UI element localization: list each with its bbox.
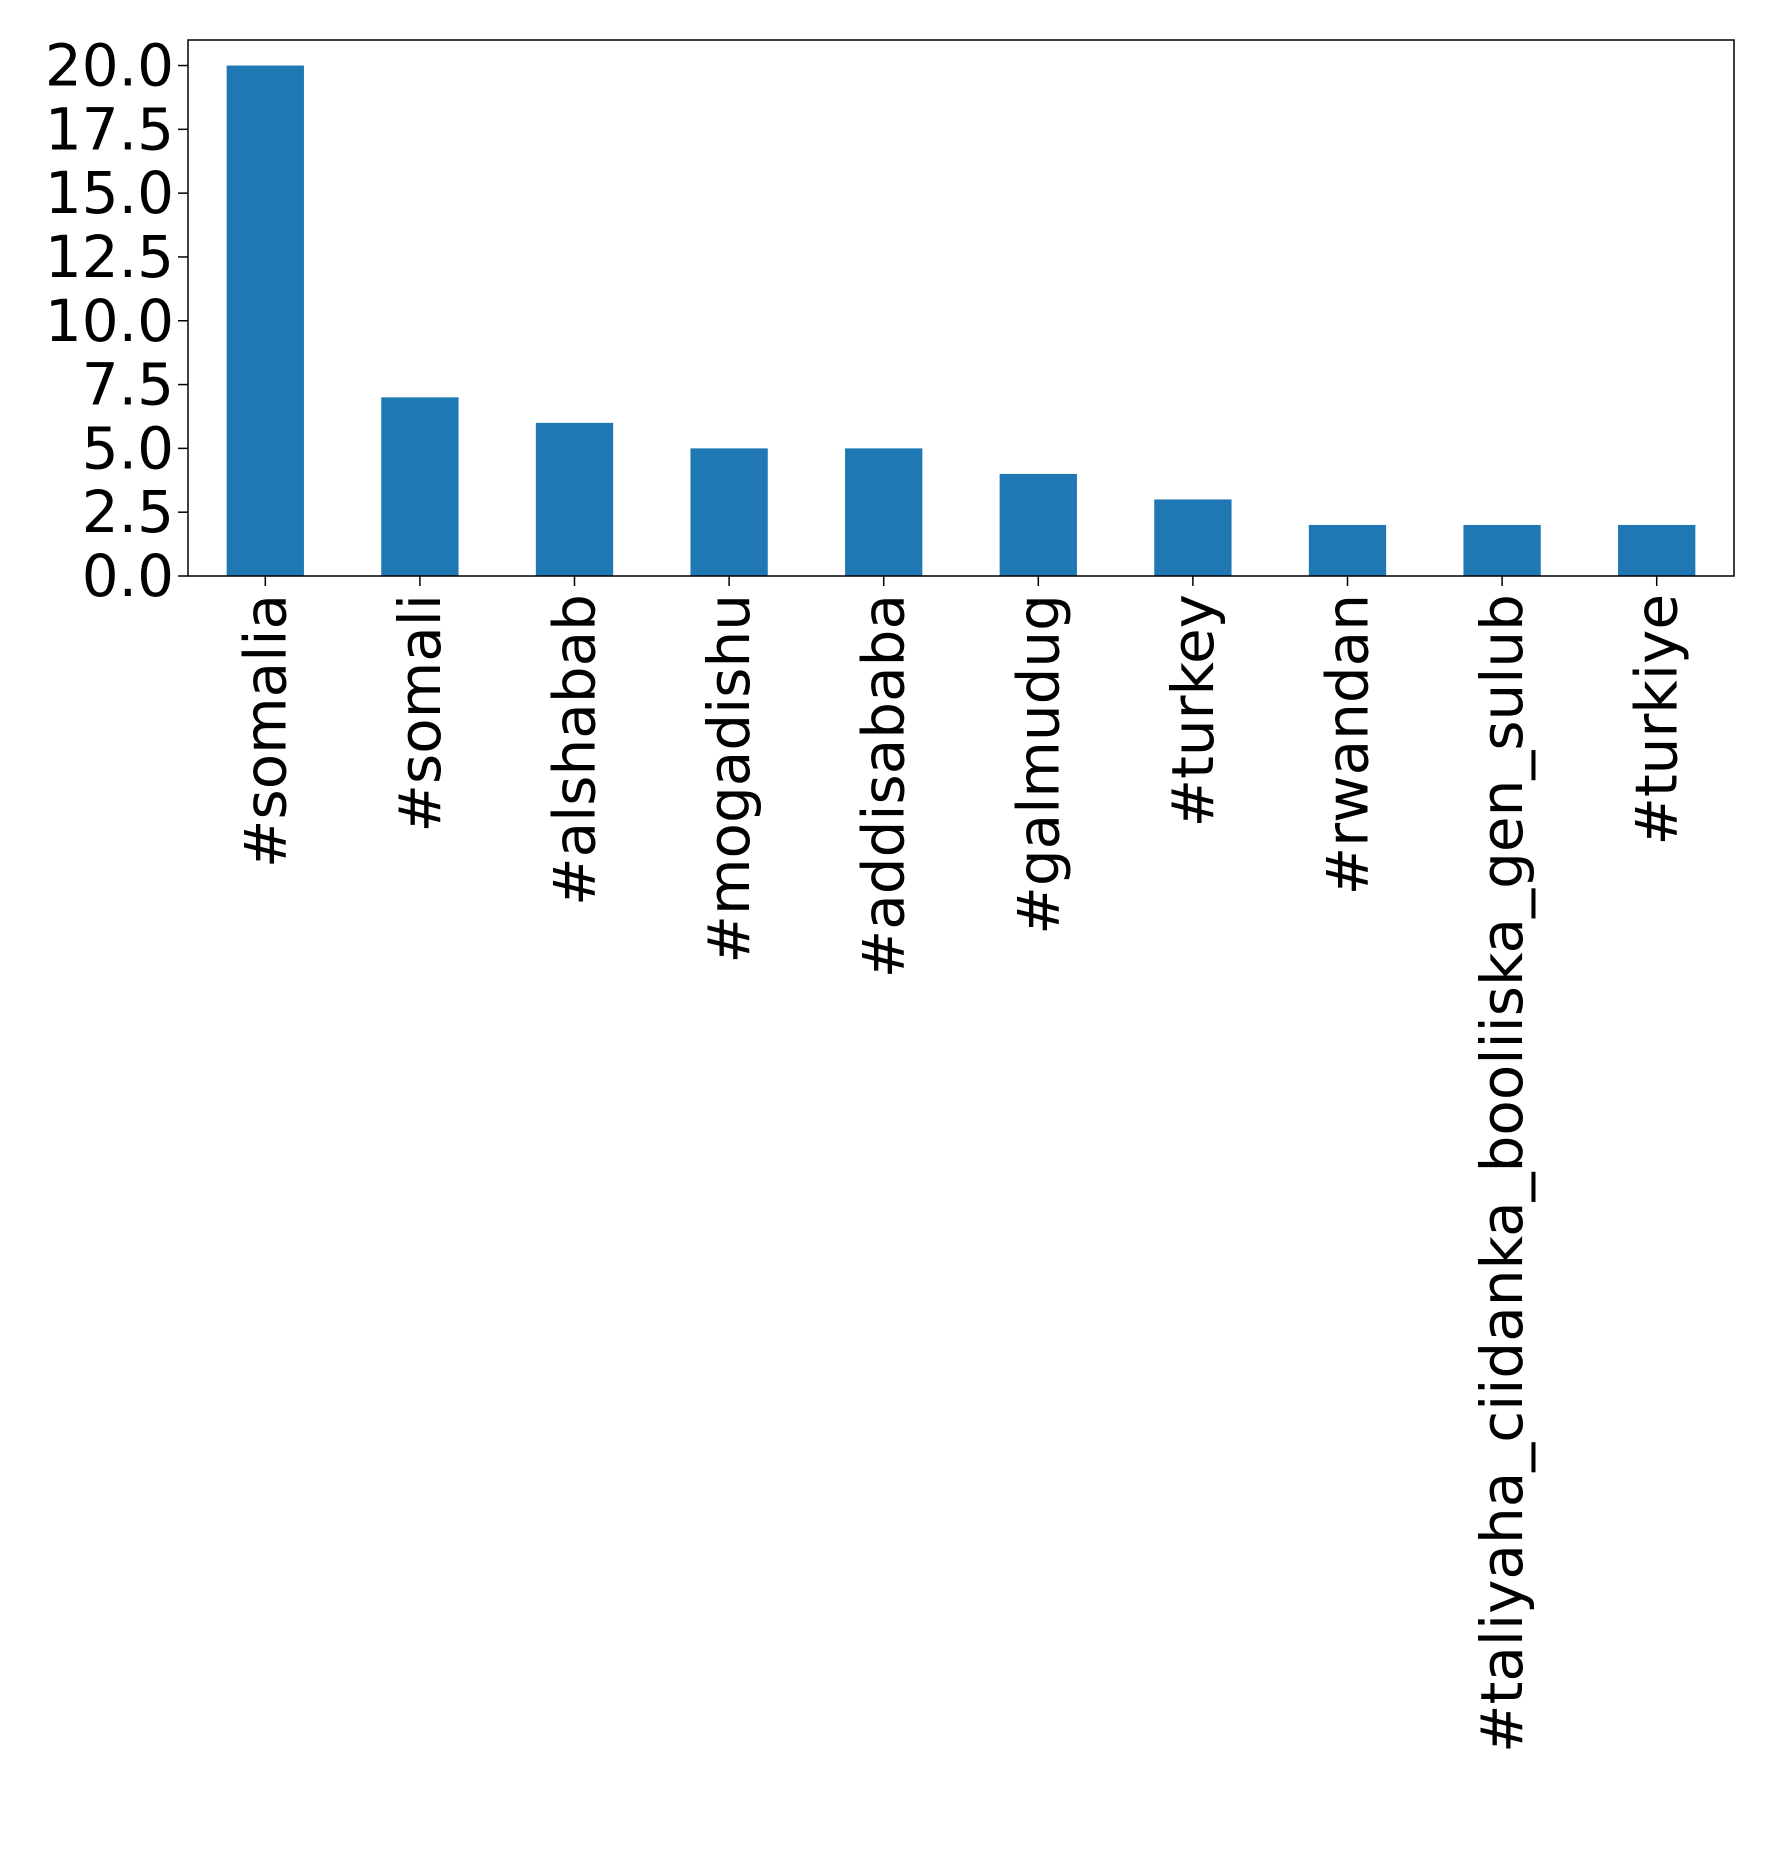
y-tick-label-1: 2.5 <box>82 478 174 546</box>
bar-2 <box>535 422 614 576</box>
x-tick-label-7: #rwandan <box>1314 594 1382 895</box>
bar-3 <box>690 448 768 576</box>
plot-frame <box>187 39 1735 577</box>
x-tick-label-8: #taliyaha_ciidanka_booliiska_gen_sulub <box>1468 594 1536 1753</box>
y-tick-label-4: 10.0 <box>45 287 174 355</box>
y-tick-label-6: 15.0 <box>45 159 174 227</box>
x-tick-label-9: #turkiye <box>1623 594 1691 846</box>
y-axis: 0.02.55.07.510.012.515.017.520.0 <box>45 32 188 610</box>
bar-0 <box>226 65 304 577</box>
y-tick-label-3: 7.5 <box>82 351 174 419</box>
bar-6 <box>1154 499 1232 576</box>
y-tick-label-7: 17.5 <box>45 95 174 163</box>
x-tick-label-0: #somalia <box>231 594 299 868</box>
bar-1 <box>381 397 459 576</box>
x-tick-label-1: #somali <box>386 594 454 833</box>
x-tick-label-4: #addisababa <box>850 594 918 978</box>
x-tick-label-2: #alshabab <box>541 594 609 906</box>
x-tick-label-3: #mogadishu <box>695 594 763 964</box>
y-tick-label-8: 20.0 <box>45 32 174 100</box>
x-axis: #somalia #somali #alshabab #mogadishu #addis… <box>231 576 1691 1753</box>
x-tick-label-6: #turkey <box>1159 594 1227 827</box>
bar-9 <box>1618 524 1696 576</box>
bar-8 <box>1463 524 1541 576</box>
bar-4 <box>845 448 923 576</box>
bar-5 <box>999 473 1077 576</box>
y-tick-label-2: 5.0 <box>82 414 174 482</box>
y-tick-label-5: 12.5 <box>45 223 174 291</box>
y-tick-label-0: 0.0 <box>82 542 174 610</box>
bars <box>226 65 1696 577</box>
x-tick-label-5: #galmudug <box>1004 594 1072 935</box>
bar-7 <box>1308 524 1387 576</box>
